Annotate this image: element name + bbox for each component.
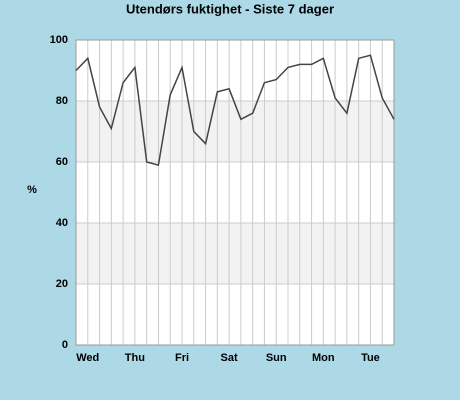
x-tick-label: Tue xyxy=(361,352,380,364)
y-tick-label: 40 xyxy=(56,217,68,229)
y-tick-label: 20 xyxy=(56,278,68,290)
x-tick-label: Sun xyxy=(266,352,287,364)
y-axis-label: % xyxy=(27,184,37,196)
line xyxy=(75,54,395,167)
y-tick-label: 100 xyxy=(50,34,68,46)
y-tick-label: 0 xyxy=(62,339,68,351)
plot-border xyxy=(75,39,395,346)
y-tick-label: 80 xyxy=(56,95,68,107)
band xyxy=(76,101,394,162)
x-tick-label: Thu xyxy=(125,352,145,364)
x-tick-label: Wed xyxy=(76,352,99,364)
plot-area xyxy=(76,40,394,345)
y-tick-label: 60 xyxy=(56,156,68,168)
x-tick-label: Mon xyxy=(312,352,335,364)
chart-title: Utendørs fuktighet - Siste 7 dager xyxy=(126,1,334,16)
x-tick-label: Fri xyxy=(175,352,189,364)
x-tick-label: Sat xyxy=(221,352,238,364)
band xyxy=(76,223,394,284)
